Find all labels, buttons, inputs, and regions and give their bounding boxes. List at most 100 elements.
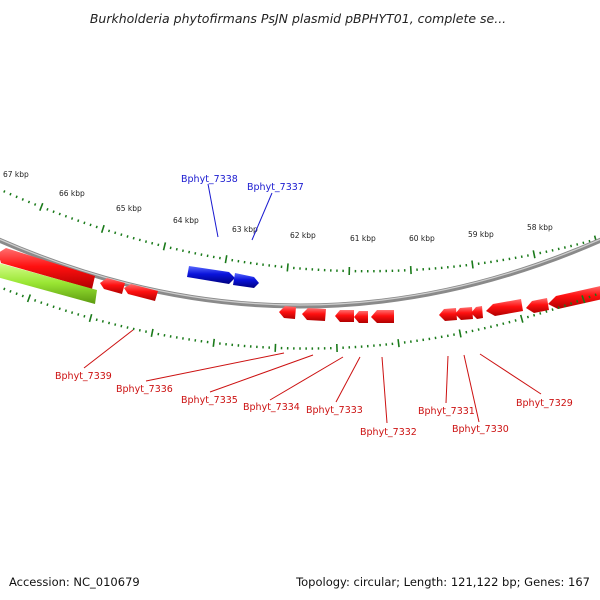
inner-scale-tick — [101, 320, 104, 323]
scale-label: 60 kbp — [409, 234, 435, 243]
inner-scale-tick — [483, 326, 486, 330]
outer-scale-tick — [83, 221, 86, 225]
outer-scale-tick — [126, 235, 129, 238]
gene-arrow-bphyt-7329[interactable] — [486, 299, 523, 316]
outer-scale-tick — [27, 200, 31, 204]
outer-scale-tick — [9, 192, 12, 196]
inner-scale-tick — [397, 339, 400, 348]
outer-scale-tick — [588, 239, 591, 243]
gene-arrow-bphyt-7331[interactable] — [439, 308, 457, 321]
inner-scale-ticks — [3, 287, 597, 353]
outer-scale-tick — [58, 212, 61, 216]
inner-scale-tick — [9, 289, 12, 293]
inner-scale-tick — [64, 309, 67, 313]
gene-label-bphyt-7339[interactable]: Bphyt_7339 — [55, 371, 112, 382]
gene-arrow-bphyt-7332a[interactable] — [354, 311, 368, 323]
gene-arrow-right-2[interactable] — [548, 285, 600, 309]
accession-text: Accession: NC_010679 — [9, 575, 140, 589]
inner-scale-tick — [496, 323, 499, 327]
outer-scale-tick — [15, 195, 18, 199]
inner-scale-tick — [21, 294, 24, 298]
gene-label-bphyt-7335[interactable]: Bphyt_7335 — [181, 395, 238, 406]
gene-arrow-bphyt-7332[interactable] — [371, 310, 394, 323]
scale-label: 59 kbp — [468, 230, 494, 239]
gene-label-bphyt-7332[interactable]: Bphyt_7332 — [360, 427, 417, 438]
outer-scale-tick — [582, 241, 585, 245]
inner-scale-tick — [88, 313, 93, 323]
outer-scale-tick — [33, 203, 37, 206]
gene-arrow-bphyt-7336[interactable] — [124, 284, 158, 301]
plasmid-backbone-highlight — [0, 238, 600, 306]
outer-scale-tick — [144, 240, 148, 243]
gene-arrow-bphyt-7337[interactable] — [233, 273, 259, 288]
outer-scale-tick — [132, 236, 135, 240]
inner-scale-tick — [545, 310, 548, 313]
inner-scale-tick — [150, 328, 154, 337]
gene-label-bphyt-7334[interactable]: Bphyt_7334 — [243, 402, 300, 413]
inner-scale-tick — [40, 301, 43, 304]
outer-scale-tick — [3, 190, 6, 193]
gene-label-bphyt-7329[interactable]: Bphyt_7329 — [516, 398, 573, 409]
outer-scale-tick — [224, 255, 228, 264]
outer-scale-tick — [557, 247, 560, 251]
outer-scale-tick — [120, 233, 123, 237]
outer-scale-tick — [89, 223, 92, 227]
gene-label-bphyt-7337[interactable]: Bphyt_7337 — [247, 182, 304, 193]
outer-scale-tick — [64, 214, 68, 218]
inner-scale-tick — [120, 324, 123, 328]
leader-line — [207, 183, 219, 238]
inner-scale-tick — [15, 292, 18, 296]
inner-scale-tick — [526, 315, 529, 319]
inner-scale-tick — [508, 320, 511, 324]
leader-line — [251, 192, 273, 241]
outer-scale-tick — [95, 225, 98, 229]
inner-scale-tick — [458, 329, 462, 338]
inner-scale-tick — [114, 323, 117, 326]
gene-label-bphyt-7338[interactable]: Bphyt_7338 — [181, 174, 238, 185]
gene-arrow-bphyt-7330[interactable] — [471, 306, 483, 319]
inner-scale-tick — [551, 308, 554, 311]
topology-summary: Topology: circular; Length: 121,122 bp; … — [295, 575, 590, 589]
inner-scale-tick — [26, 294, 32, 303]
outer-scale-tick — [169, 246, 172, 250]
gene-label-bphyt-7336[interactable]: Bphyt_7336 — [116, 384, 173, 395]
outer-scale-tick — [107, 229, 111, 233]
inner-scale-tick — [533, 313, 536, 317]
leader-line — [209, 354, 314, 393]
gene-label-bphyt-7330[interactable]: Bphyt_7330 — [452, 424, 509, 435]
inner-scale-tick — [569, 302, 573, 305]
gene-arrow-right-1[interactable] — [526, 298, 549, 313]
inner-scale-tick — [58, 307, 61, 311]
inner-scale-tick — [557, 306, 560, 310]
gene-arrow-left-large[interactable] — [0, 248, 95, 289]
leader-line — [445, 355, 449, 404]
gene-arrow-bphyt-7333[interactable] — [335, 310, 354, 322]
gene-arrow-bphyt-7339[interactable] — [100, 278, 125, 294]
gene-arrow-bphyt-7334[interactable] — [302, 308, 326, 321]
inner-scale-tick — [594, 293, 597, 297]
inner-scale-tick — [95, 318, 98, 322]
inner-scale-tick — [132, 327, 135, 331]
inner-scale-tick — [34, 299, 37, 302]
inner-scale-tick — [83, 314, 86, 318]
inner-scale-tick — [576, 300, 579, 303]
inner-scale-tick — [126, 326, 129, 329]
inner-scale-tick — [514, 319, 517, 322]
outer-scale-tick — [570, 244, 573, 248]
outer-scale-tick — [175, 247, 178, 251]
inner-scale-tick — [581, 295, 586, 304]
scale-label: 63 kbp — [232, 225, 258, 234]
gene-arrow-bphyt-7338[interactable] — [187, 266, 235, 284]
map-title: Burkholderia phytofirmans PsJN plasmid p… — [90, 11, 506, 26]
gene-arrow-bphyt-7335[interactable] — [279, 306, 296, 319]
gene-arrow-bphyt-7330a[interactable] — [455, 307, 473, 320]
forward-genes — [187, 266, 259, 288]
rna-feature-bar[interactable] — [0, 262, 97, 304]
gene-label-bphyt-7331[interactable]: Bphyt_7331 — [418, 406, 475, 417]
reverse-genes — [0, 248, 600, 323]
outer-scale-tick — [576, 243, 579, 246]
gene-label-bphyt-7333[interactable]: Bphyt_7333 — [306, 405, 363, 416]
reverse-gene-labels: Bphyt_7339 Bphyt_7336 Bphyt_7335 Bphyt_7… — [55, 329, 573, 438]
